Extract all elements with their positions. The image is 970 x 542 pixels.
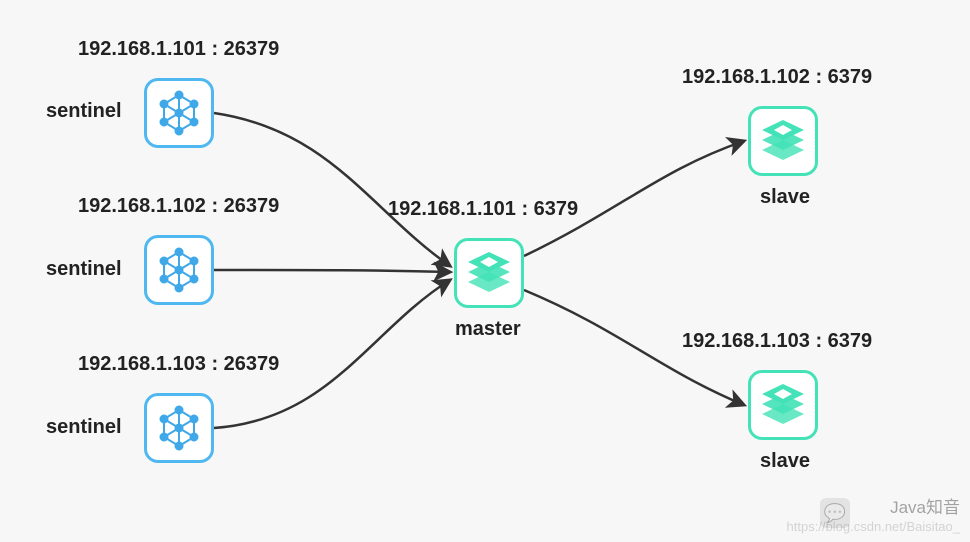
hexnet-icon [155,404,203,452]
watermark-text: Java知音 https://blog.csdn.net/Baisitao_ [787,497,960,536]
sentinel1-ip-label: 192.168.1.101 : 26379 [78,38,279,61]
stack-icon [758,116,808,166]
sentinel2-role-label: sentinel [46,258,122,281]
sentinel3-role-label: sentinel [46,416,122,439]
stack-icon [758,380,808,430]
sentinel1-role-label: sentinel [46,100,122,123]
master-role-label: master [455,318,521,341]
watermark-line1: Java知音 [787,497,960,519]
hexnet-icon [155,246,203,294]
watermark-line2: https://blog.csdn.net/Baisitao_ [787,519,960,536]
slave1-node [748,106,818,176]
slave2-node [748,370,818,440]
slave1-ip-label: 192.168.1.102 : 6379 [682,66,872,89]
slave2-ip-label: 192.168.1.103 : 6379 [682,330,872,353]
hexnet-icon [155,89,203,137]
sentinel3-ip-label: 192.168.1.103 : 26379 [78,353,279,376]
sentinel2-ip-label: 192.168.1.102 : 26379 [78,195,279,218]
sentinel1-node [144,78,214,148]
master-node [454,238,524,308]
sentinel3-node [144,393,214,463]
master-ip-label: 192.168.1.101 : 6379 [388,198,578,221]
stack-icon [464,248,514,298]
edge-s2-master [214,270,450,272]
slave2-role-label: slave [760,450,810,473]
sentinel2-node [144,235,214,305]
edge-s1-master [214,113,450,266]
slave1-role-label: slave [760,186,810,209]
